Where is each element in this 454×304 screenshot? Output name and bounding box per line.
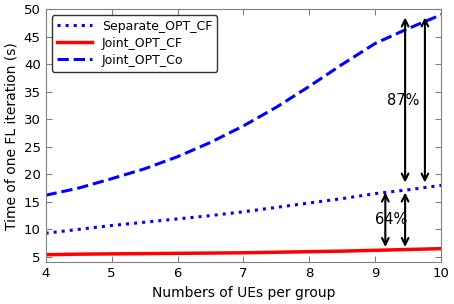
Separate_OPT_CF: [76, 228, 81, 231]
Joint_OPT_CF: [274, 250, 279, 254]
Joint_OPT_Co: [142, 167, 147, 171]
Joint_OPT_CF: [439, 247, 444, 250]
Separate_OPT_CF: [406, 188, 411, 192]
Separate_OPT_CF: [439, 184, 444, 187]
Line: Separate_OPT_CF: Separate_OPT_CF: [45, 185, 441, 233]
Joint_OPT_Co: [439, 13, 444, 16]
Joint_OPT_Co: [373, 41, 378, 45]
X-axis label: Numbers of UEs per group: Numbers of UEs per group: [152, 286, 335, 300]
Joint_OPT_Co: [406, 27, 411, 30]
Joint_OPT_CF: [406, 248, 411, 251]
Separate_OPT_CF: [109, 224, 114, 227]
Joint_OPT_CF: [109, 252, 114, 256]
Joint_OPT_CF: [142, 252, 147, 255]
Joint_OPT_Co: [109, 177, 114, 181]
Joint_OPT_CF: [340, 249, 345, 253]
Y-axis label: Time of one FL iteration (s): Time of one FL iteration (s): [4, 42, 18, 230]
Separate_OPT_CF: [142, 220, 147, 224]
Text: 64%: 64%: [375, 212, 408, 227]
Joint_OPT_CF: [241, 251, 246, 255]
Separate_OPT_CF: [307, 201, 312, 205]
Line: Joint_OPT_Co: Joint_OPT_Co: [45, 15, 441, 195]
Joint_OPT_CF: [175, 251, 180, 255]
Joint_OPT_Co: [340, 62, 345, 66]
Joint_OPT_Co: [208, 140, 213, 144]
Joint_OPT_Co: [175, 155, 180, 159]
Joint_OPT_CF: [307, 250, 312, 254]
Joint_OPT_Co: [241, 124, 246, 128]
Joint_OPT_Co: [307, 85, 312, 88]
Separate_OPT_CF: [208, 214, 213, 217]
Joint_OPT_CF: [208, 251, 213, 255]
Joint_OPT_Co: [76, 186, 81, 190]
Text: 87%: 87%: [387, 92, 419, 108]
Line: Joint_OPT_CF: Joint_OPT_CF: [45, 249, 441, 255]
Joint_OPT_Co: [43, 193, 48, 197]
Separate_OPT_CF: [373, 192, 378, 195]
Separate_OPT_CF: [175, 217, 180, 221]
Joint_OPT_CF: [43, 253, 48, 257]
Separate_OPT_CF: [340, 197, 345, 200]
Joint_OPT_CF: [373, 248, 378, 252]
Separate_OPT_CF: [274, 206, 279, 209]
Joint_OPT_CF: [76, 252, 81, 256]
Separate_OPT_CF: [43, 231, 48, 235]
Legend: Separate_OPT_CF, Joint_OPT_CF, Joint_OPT_Co: Separate_OPT_CF, Joint_OPT_CF, Joint_OPT…: [52, 16, 217, 72]
Joint_OPT_Co: [274, 105, 279, 109]
Separate_OPT_CF: [241, 210, 246, 214]
